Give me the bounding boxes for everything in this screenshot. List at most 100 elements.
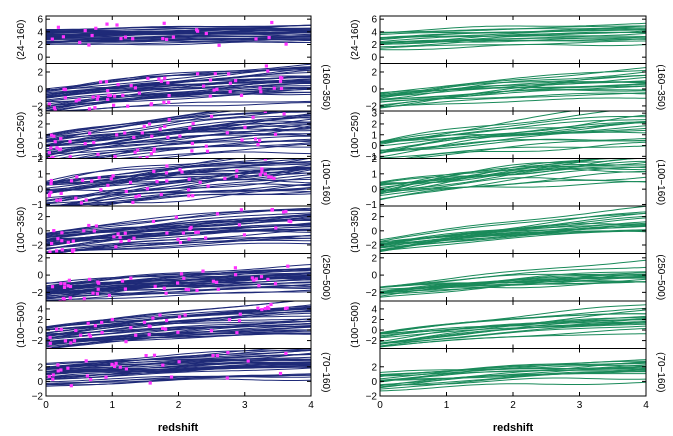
left-panel-6-point [50,285,55,289]
left-panel-3-point [178,134,182,138]
left-panel-1-ytick-label: 0 [37,53,43,64]
right-panel-4-curve [380,170,646,201]
right-panel-2-curve [380,83,646,98]
left-panel-4-curve [46,178,311,201]
left-panel-7-ytick-label: 2 [37,315,43,326]
left-panel-4-point [269,175,273,179]
left-panel-5-point [60,248,64,252]
right-panel-6-curve [380,266,646,288]
left-panel-6-point [66,284,70,288]
right-panel-4-ytick-label: 0 [371,185,377,196]
left-panel-2-point [113,94,117,98]
left-panel-8-point [56,363,60,367]
left-panel-4-point [155,180,159,184]
left-panel-4-point [124,189,128,193]
left-panel-2-point [227,72,231,76]
left-panel-1: 0 2 46 (24−160) [16,15,312,64]
left-panel-5-point [204,236,208,240]
right-panel-2-curve [380,74,646,99]
right-panel-1-curve [380,28,646,39]
left-panel-5-point [196,230,200,234]
right-panel-5-ytick-label: 2 [371,212,377,223]
left-panel-6-point [97,281,101,285]
left-panel-4-point [178,168,182,172]
left-panel-7-point [165,319,169,323]
left-panel-3-point [190,149,194,153]
left-panel-5-curve [46,210,311,235]
left-panel-5-point [274,226,278,230]
left-panel-2-point [112,103,116,107]
right-panel-6-plot [380,259,646,298]
left-panel-7-point [237,319,242,323]
left-panel-7-point [129,326,133,330]
left-panel-6-point [91,291,95,295]
left-panel-1-point [254,37,258,41]
left-panel-1-curve [46,27,311,33]
left-panel-4-point [272,176,276,181]
right-panel-1-curve [380,25,646,34]
left-panel-2-point [159,79,163,83]
left-panel-5-point [50,241,54,246]
left-panel-4-point [97,176,101,180]
left-panel-6-label: (250−500) [320,254,331,300]
left-panel-2-point [163,76,167,80]
left-panel-2-point [167,94,171,98]
left-panel-8-point [104,375,108,379]
left-panel-5: −2 0 2 (100−350) [16,205,312,254]
left-panel-3-point [166,135,170,139]
right-panel-8-plot [380,359,646,392]
left-panel-7-point [100,331,104,335]
left-panel-4-point [152,169,156,173]
left-panel-2-point [63,96,67,100]
left-panel-7-plot [46,301,311,349]
left-panel-7-point [110,317,114,322]
left-panel-8-point [278,371,283,376]
left-panel-8-point [51,377,55,381]
left-panel-8-point [246,359,250,363]
left-panel-4-point [191,194,195,198]
right-panel-6-curve [380,259,646,288]
left-panel-4-point [99,188,103,192]
left-panel-6-point [216,287,220,291]
left-panel-4-point [128,180,133,184]
left-panel-2-point [157,77,161,81]
left-panel-1-point [83,29,87,33]
left-panel-8-point [85,374,89,378]
left-panel-4-point [137,194,141,198]
left-panel-4-point [134,195,138,199]
left-panel-5-point [242,233,246,237]
left-panel-4-point [260,167,264,171]
left-panel-1-label: (24−160) [16,20,27,60]
left-panel-3-curve [75,142,311,159]
left-panel-2-label: (160−350) [320,64,331,110]
left-panel-3-curve [55,140,311,159]
left-panel-6-point [184,287,188,292]
left-panel-5-point [70,248,75,252]
left-panel-1-point [171,35,175,39]
left-xtick-label: 3 [242,400,248,411]
left-panel-7-point [263,307,267,311]
right-panel-8-curve [380,368,646,381]
left-panel-4-point [187,194,191,198]
left-panel-6-point [67,278,71,282]
left-panel-1-point [162,21,166,25]
left-panel-5-point [178,240,183,245]
left-panel-2-point [272,86,276,90]
left-panel-3-ytick-label: 0 [37,141,43,152]
right-panel-7-label: (100−500) [350,302,361,348]
left-panel-8-point [284,351,288,355]
left-panel-7-point [177,315,182,319]
left-panel-3-point [205,149,210,153]
left-panel-5-point [48,250,52,254]
right-panel-7-curve [380,318,646,344]
left-panel-3-point [140,131,144,135]
right-panel-2-ytick-label: 0 [371,84,377,95]
left-panel-8-point [169,375,174,379]
right-panel-7-curve [380,318,646,345]
left-panel-8-curve [46,362,311,373]
left-panel-6-point [266,277,270,281]
right-xtick-label: 3 [577,400,583,411]
